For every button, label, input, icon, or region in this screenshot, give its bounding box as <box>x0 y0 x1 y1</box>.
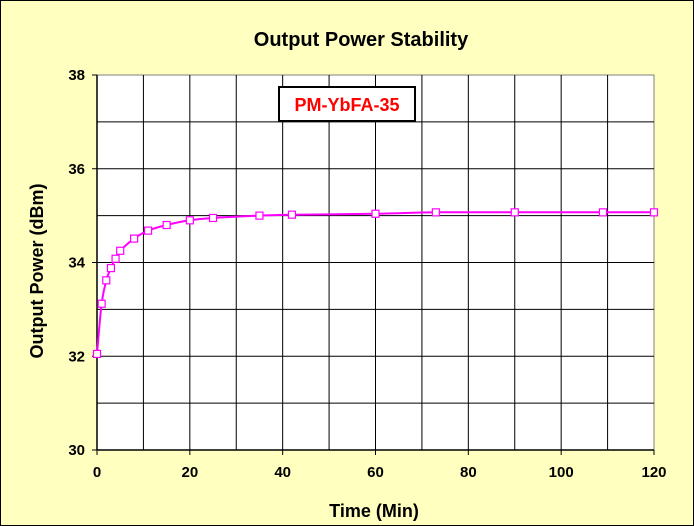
data-point-marker <box>510 208 519 217</box>
data-point-marker <box>92 349 102 359</box>
x-tick-label: 100 <box>549 464 574 481</box>
data-point-marker <box>106 264 116 273</box>
x-tick-label: 80 <box>460 464 477 481</box>
y-tick-label: 38 <box>68 67 85 84</box>
data-point-marker <box>185 216 194 225</box>
y-axis-label: Output Power (dBm) <box>27 184 47 359</box>
x-tick-labels: 0 20 40 60 80 100 120 <box>93 450 667 481</box>
annotation-label: PM-YbFA-35 <box>294 95 399 115</box>
data-point-marker <box>208 213 218 223</box>
y-tick-label: 30 <box>68 442 85 459</box>
data-point-marker <box>255 211 264 220</box>
data-point-marker <box>287 210 297 219</box>
data-point-marker <box>371 209 380 218</box>
series-power <box>92 208 659 359</box>
data-point-marker <box>116 246 125 255</box>
data-point-marker <box>162 220 171 230</box>
x-tick-label: 60 <box>367 464 384 481</box>
x-tick-label: 120 <box>641 464 666 481</box>
chart-title: Output Power Stability <box>254 29 469 51</box>
data-point-marker <box>598 208 608 217</box>
x-tick-label: 20 <box>181 464 198 481</box>
data-point-marker <box>431 208 440 217</box>
y-tick-label: 36 <box>68 161 85 178</box>
data-point-marker <box>111 254 120 263</box>
x-tick-label: 40 <box>274 464 291 481</box>
x-tick-label: 0 <box>93 464 101 481</box>
y-tick-label: 34 <box>68 255 85 272</box>
annotation-border <box>278 86 416 122</box>
data-point-marker <box>102 276 111 285</box>
data-point-marker <box>143 226 153 235</box>
data-point-marker <box>130 234 139 243</box>
x-axis-label: Time (Min) <box>329 501 419 521</box>
y-tick-label: 32 <box>68 348 85 365</box>
data-point-marker <box>97 299 106 308</box>
annotation-box: PM-YbFA-35 <box>278 86 416 122</box>
data-point-marker <box>649 208 659 217</box>
y-tick-labels: 30 32 34 36 38 <box>68 67 97 459</box>
